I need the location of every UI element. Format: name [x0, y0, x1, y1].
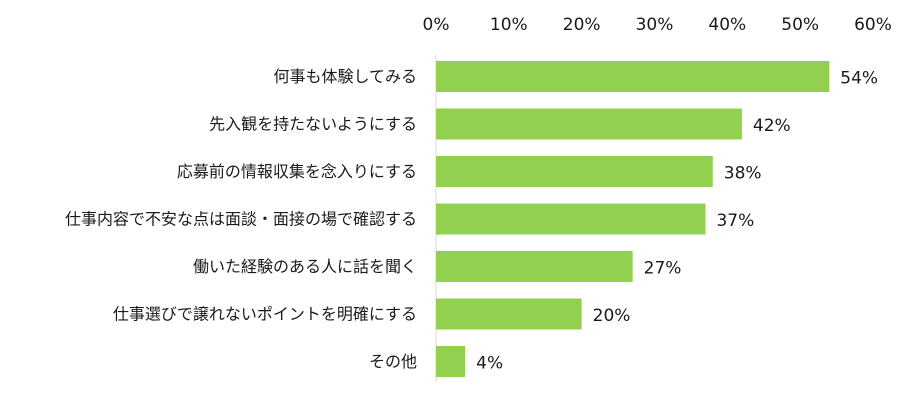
data-label: 27%: [644, 259, 682, 279]
bar: [436, 156, 713, 187]
bars: [436, 61, 830, 377]
bar: [436, 251, 633, 282]
x-tick-label: 60%: [854, 15, 892, 35]
data-label: 4%: [476, 354, 503, 374]
x-tick-label: 10%: [490, 15, 528, 35]
category-label: その他: [369, 352, 417, 371]
value-labels: 54% 42% 38% 37% 27% 20% 4%: [476, 69, 878, 374]
data-label: 38%: [724, 164, 762, 184]
data-label: 54%: [840, 69, 878, 89]
category-label: 何事も体験してみる: [273, 67, 417, 86]
category-label: 働いた経験のある人に話を聞く: [193, 257, 417, 276]
data-label: 42%: [753, 116, 791, 136]
x-tick-label: 30%: [636, 15, 674, 35]
x-axis-ticks: 0% 10% 20% 30% 40% 50% 60%: [423, 15, 892, 35]
bar: [436, 203, 706, 235]
x-tick-label: 20%: [563, 15, 601, 35]
data-label: 20%: [593, 306, 631, 326]
bar: [436, 346, 466, 377]
x-tick-label: 50%: [781, 15, 819, 35]
x-tick-label: 40%: [708, 15, 746, 35]
category-labels: 何事も体験してみる先入観を持たないようにする応募前の情報収集を念入りにする仕事内…: [65, 67, 417, 371]
bar: [436, 108, 742, 140]
x-tick-label: 0%: [423, 15, 450, 35]
category-label: 仕事選びで譲れないポイントを明確にする: [113, 305, 417, 324]
data-label: 37%: [716, 211, 754, 231]
bar: [436, 298, 582, 330]
category-label: 仕事内容で不安な点は面談・面接の場で確認する: [65, 210, 417, 229]
bar: [436, 61, 830, 92]
category-label: 先入観を持たないようにする: [209, 115, 417, 134]
category-label: 応募前の情報収集を念入りにする: [177, 162, 417, 181]
